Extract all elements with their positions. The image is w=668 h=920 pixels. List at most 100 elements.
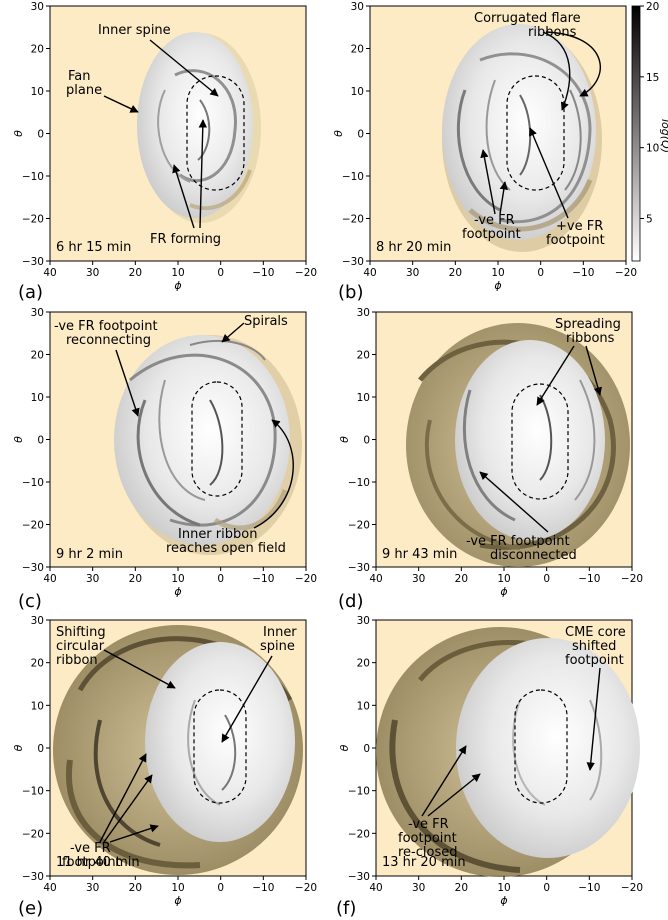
x-axis-label: ϕ [174, 894, 181, 907]
q-map [406, 323, 630, 567]
x-tick-label: 30 [412, 573, 425, 585]
panel-b: Corrugated flare ribbons -ve FR footpoin… [338, 5, 627, 303]
x-tick-label: −20 [295, 882, 317, 894]
y-tick-label: −10 [342, 171, 364, 183]
annotation-label: reaches open field [166, 541, 286, 556]
panel-c: -ve FR footpoint reconnecting Spirals In… [18, 311, 307, 612]
x-tick-label: 20 [455, 882, 468, 894]
x-tick-label: −10 [572, 267, 594, 279]
y-tick-label: 30 [31, 1, 44, 13]
annotation-label: +ve FR [556, 219, 603, 234]
annotation-label: -ve FR footpoint [466, 534, 570, 549]
colorbar: 20 15 10 5 log(Q) [631, 1, 668, 262]
colorbar-tick-label: 10 [646, 143, 659, 155]
x-tick-label: −10 [252, 882, 274, 894]
annotation-label: shifted [572, 639, 616, 654]
x-tick-label: 40 [43, 573, 56, 585]
spine-dashed-outline [186, 75, 245, 191]
x-tick-label: 30 [412, 882, 425, 894]
arrow [103, 649, 176, 689]
axes-layer: 40 30 20 10 0 −10 −20 30 20 10 0 −10 −20 −30 ϕ θ 40 30 20 1… [12, 1, 643, 907]
y-tick-label: −10 [22, 786, 44, 798]
x-tick-label: 20 [129, 573, 142, 585]
arrow [149, 39, 219, 97]
y-axis-label: θ [338, 744, 351, 751]
arrow [103, 95, 139, 113]
x-tick-label: −20 [615, 267, 637, 279]
x-axis-label: ϕ [494, 279, 501, 292]
y-tick-label: −20 [348, 520, 370, 532]
y-tick-label: 0 [363, 743, 370, 755]
annotations: -ve FR footpoint reconnecting Spirals In… [54, 314, 294, 556]
y-tick-label: −10 [348, 786, 370, 798]
y-tick-label: 0 [37, 435, 44, 447]
annotation-label: -ve FR [408, 817, 449, 832]
y-tick-label: −10 [22, 477, 44, 489]
x-tick-label: −20 [295, 573, 317, 585]
arrow [427, 773, 481, 817]
arrow [536, 345, 575, 406]
y-tick-label: −30 [22, 256, 44, 268]
annotations: Spreading ribbons -ve FR footpoint disco… [466, 317, 621, 563]
annotation-label: footpoint [546, 233, 605, 248]
x-tick-label: −10 [578, 882, 600, 894]
x-tick-label: 20 [449, 267, 462, 279]
x-tick-label: 30 [86, 267, 99, 279]
annotations: Shifting circular ribbon Inner spine -ve… [56, 625, 297, 870]
y-tick-label: −20 [22, 828, 44, 840]
arrow [421, 745, 467, 817]
y-tick-label: −30 [348, 871, 370, 883]
q-map [442, 24, 602, 252]
x-axis-label: ϕ [174, 279, 181, 292]
x-tick-label: −20 [295, 267, 317, 279]
spine-dashed-outline [514, 689, 568, 804]
annotations: Corrugated flare ribbons -ve FR footpoin… [462, 11, 605, 248]
annotation-label: reconnecting [66, 333, 151, 348]
y-axis-label: θ [12, 744, 25, 751]
arrow [529, 127, 569, 219]
annotation-label: Corrugated flare [474, 11, 581, 26]
annotation-label: Fan [68, 69, 91, 84]
panel-f: CME core shifted footpoint -ve FR footpo… [336, 619, 640, 919]
annotation-label: ribbons [566, 331, 615, 346]
annotation-label: -ve FR [70, 841, 111, 856]
annotation-label: Inner [263, 625, 297, 640]
arrow [103, 774, 153, 843]
y-tick-label: 30 [351, 1, 364, 13]
y-tick-label: 10 [357, 392, 370, 404]
panel-label: (f) [336, 898, 356, 919]
y-tick-label: −20 [348, 828, 370, 840]
panel-label: (a) [18, 282, 43, 303]
x-axis-label: ϕ [500, 894, 507, 907]
q-map [376, 627, 640, 877]
annotation-label: Spirals [244, 314, 288, 329]
arrow [198, 119, 207, 229]
y-tick-label: 20 [31, 350, 44, 362]
annotation-label: FR forming [150, 232, 221, 247]
annotation-label: footpoint [398, 831, 457, 846]
annotation-label: -ve FR footpoint [54, 319, 158, 334]
x-tick-label: −10 [578, 573, 600, 585]
y-tick-label: 10 [351, 86, 364, 98]
y-tick-label: 30 [31, 307, 44, 319]
x-tick-label: 30 [86, 882, 99, 894]
y-axis-label: θ [12, 436, 25, 443]
y-tick-label: 20 [351, 44, 364, 56]
x-tick-label: 40 [43, 882, 56, 894]
time-label: 8 hr 20 min [376, 240, 451, 255]
arrow [172, 164, 195, 229]
x-tick-label: 20 [129, 267, 142, 279]
arrow [221, 655, 273, 743]
annotation-label: Inner spine [98, 23, 171, 38]
spine-dashed-outline [511, 383, 569, 500]
annotation-label: CME core [565, 625, 626, 640]
x-tick-label: 20 [129, 882, 142, 894]
y-tick-label: 20 [31, 44, 44, 56]
annotation-label: circular [56, 639, 105, 654]
y-tick-label: −10 [22, 171, 44, 183]
y-tick-label: 30 [357, 307, 370, 319]
arrow [499, 181, 508, 215]
x-tick-label: 0 [217, 267, 224, 279]
x-tick-label: 10 [171, 267, 184, 279]
x-tick-label: 0 [217, 573, 224, 585]
